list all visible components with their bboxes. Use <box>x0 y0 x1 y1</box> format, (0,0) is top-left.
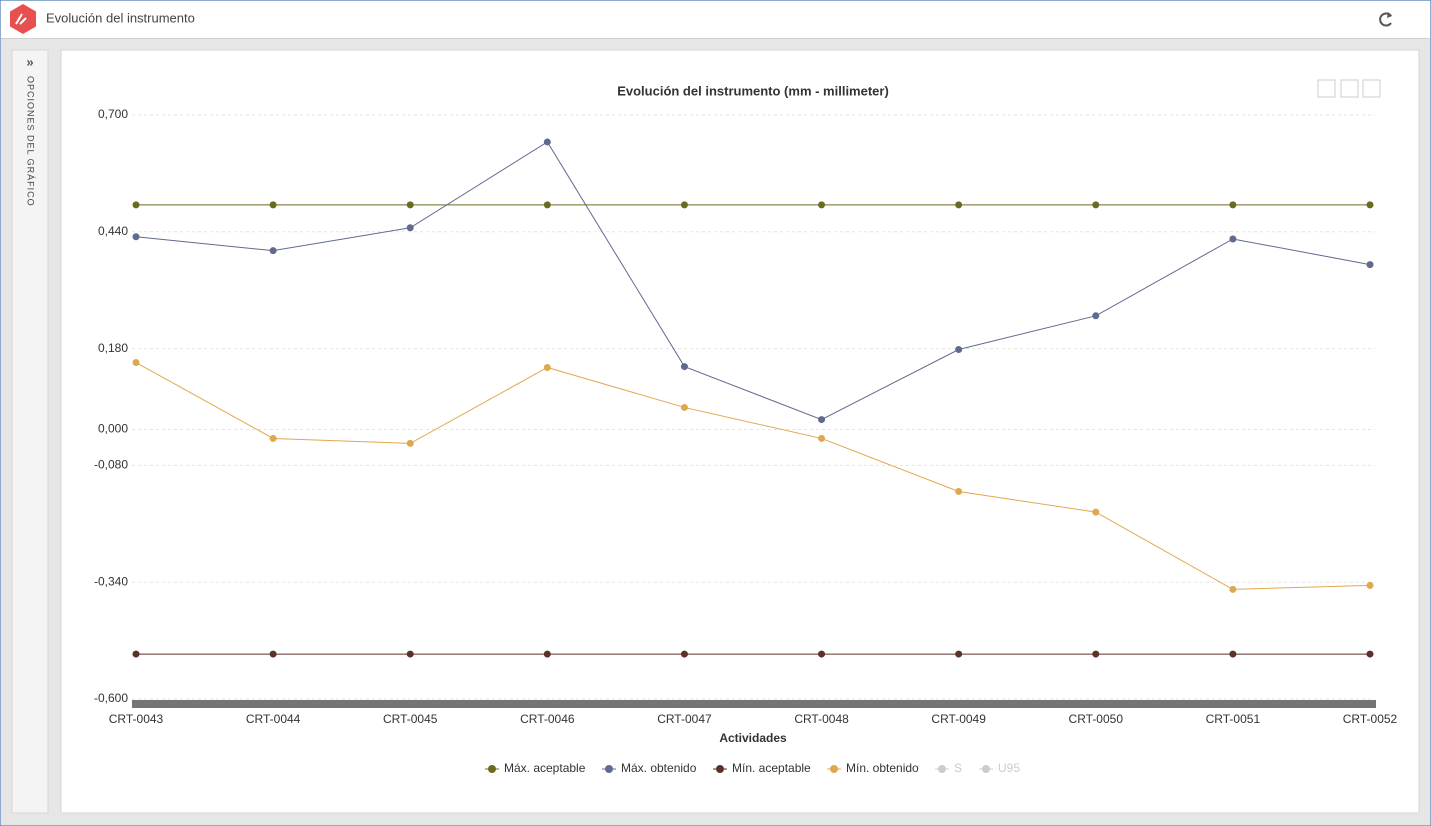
data-point <box>955 650 963 658</box>
data-point <box>818 434 826 442</box>
data-point <box>1229 201 1237 209</box>
chart-title: Evolución del instrumento (mm - millimet… <box>617 83 889 98</box>
data-point <box>955 201 963 209</box>
data-point <box>955 345 963 353</box>
data-point <box>1092 201 1100 209</box>
header-title: Evolución del instrumento <box>46 10 195 25</box>
x-tick-label: CRT-0044 <box>246 712 301 726</box>
data-point <box>1366 201 1374 209</box>
legend-marker <box>830 765 838 773</box>
navigator-bar[interactable] <box>132 700 1376 708</box>
sidebar-toggle[interactable]: » <box>26 54 33 69</box>
y-tick-label: -0,340 <box>94 574 128 588</box>
data-point <box>269 201 277 209</box>
y-tick-label: 0,000 <box>98 422 128 436</box>
data-point <box>1092 650 1100 658</box>
data-point <box>680 403 688 411</box>
legend-marker <box>938 765 946 773</box>
data-point <box>406 650 414 658</box>
data-point <box>818 416 826 424</box>
y-tick-label: 0,440 <box>98 224 128 238</box>
data-point <box>1366 581 1374 589</box>
logo-glyph <box>15 13 27 25</box>
data-point <box>955 487 963 495</box>
legend-label[interactable]: Máx. aceptable <box>504 761 586 775</box>
y-tick-label: -0,080 <box>94 458 128 472</box>
y-tick-label: -0,600 <box>94 691 128 705</box>
data-point <box>132 650 140 658</box>
x-tick-label: CRT-0049 <box>931 712 986 726</box>
data-point <box>818 201 826 209</box>
x-tick-label: CRT-0047 <box>657 712 712 726</box>
data-point <box>406 224 414 232</box>
data-point <box>543 201 551 209</box>
y-tick-label: 0,700 <box>98 107 128 121</box>
data-point <box>680 201 688 209</box>
series-line <box>135 362 1371 590</box>
header <box>1 1 1430 38</box>
legend-label[interactable]: Máx. obtenido <box>621 761 697 775</box>
data-point <box>1229 650 1237 658</box>
data-point <box>1092 312 1100 320</box>
data-point <box>1366 650 1374 658</box>
x-tick-label: CRT-0046 <box>520 712 575 726</box>
legend-marker <box>982 765 990 773</box>
x-tick-label: CRT-0048 <box>794 712 849 726</box>
data-point <box>269 434 277 442</box>
legend-label[interactable]: U95 <box>998 761 1020 775</box>
x-tick-label: CRT-0045 <box>383 712 438 726</box>
data-point <box>1229 585 1237 593</box>
refresh-button[interactable] <box>1379 12 1392 27</box>
legend-label[interactable]: Mín. aceptable <box>732 761 811 775</box>
legend-marker <box>605 765 613 773</box>
data-point <box>132 201 140 209</box>
data-point <box>406 201 414 209</box>
sidebar-label: OPCIONES DEL GRÁFICO <box>26 76 36 207</box>
legend-marker <box>488 765 496 773</box>
reset-button[interactable] <box>1340 79 1359 98</box>
y-tick-label: 0,180 <box>98 341 128 355</box>
data-point <box>406 439 414 447</box>
legend-label[interactable]: S <box>954 761 962 775</box>
pin-button[interactable] <box>1362 79 1381 98</box>
x-tick-label: CRT-0052 <box>1343 712 1398 726</box>
data-point <box>132 359 140 367</box>
x-tick-label: CRT-0050 <box>1069 712 1124 726</box>
data-point <box>269 650 277 658</box>
data-point <box>680 650 688 658</box>
x-tick-label: CRT-0051 <box>1206 712 1261 726</box>
sidebar[interactable] <box>11 49 49 814</box>
legend-marker <box>716 765 724 773</box>
data-point <box>543 363 551 371</box>
data-point <box>1092 508 1100 516</box>
chart-panel <box>60 49 1420 814</box>
data-point <box>543 138 551 146</box>
data-point <box>818 650 826 658</box>
data-point <box>543 650 551 658</box>
x-tick-label: CRT-0043 <box>109 712 164 726</box>
data-point <box>1229 235 1237 243</box>
legend-label[interactable]: Mín. obtenido <box>846 761 919 775</box>
data-point <box>1366 261 1374 269</box>
series-line <box>135 141 1371 421</box>
zoom-button[interactable] <box>1317 79 1336 98</box>
data-point <box>132 233 140 241</box>
data-point <box>680 363 688 371</box>
app-logo <box>10 4 36 34</box>
data-point <box>269 247 277 255</box>
x-axis-label: Actividades <box>719 731 787 745</box>
